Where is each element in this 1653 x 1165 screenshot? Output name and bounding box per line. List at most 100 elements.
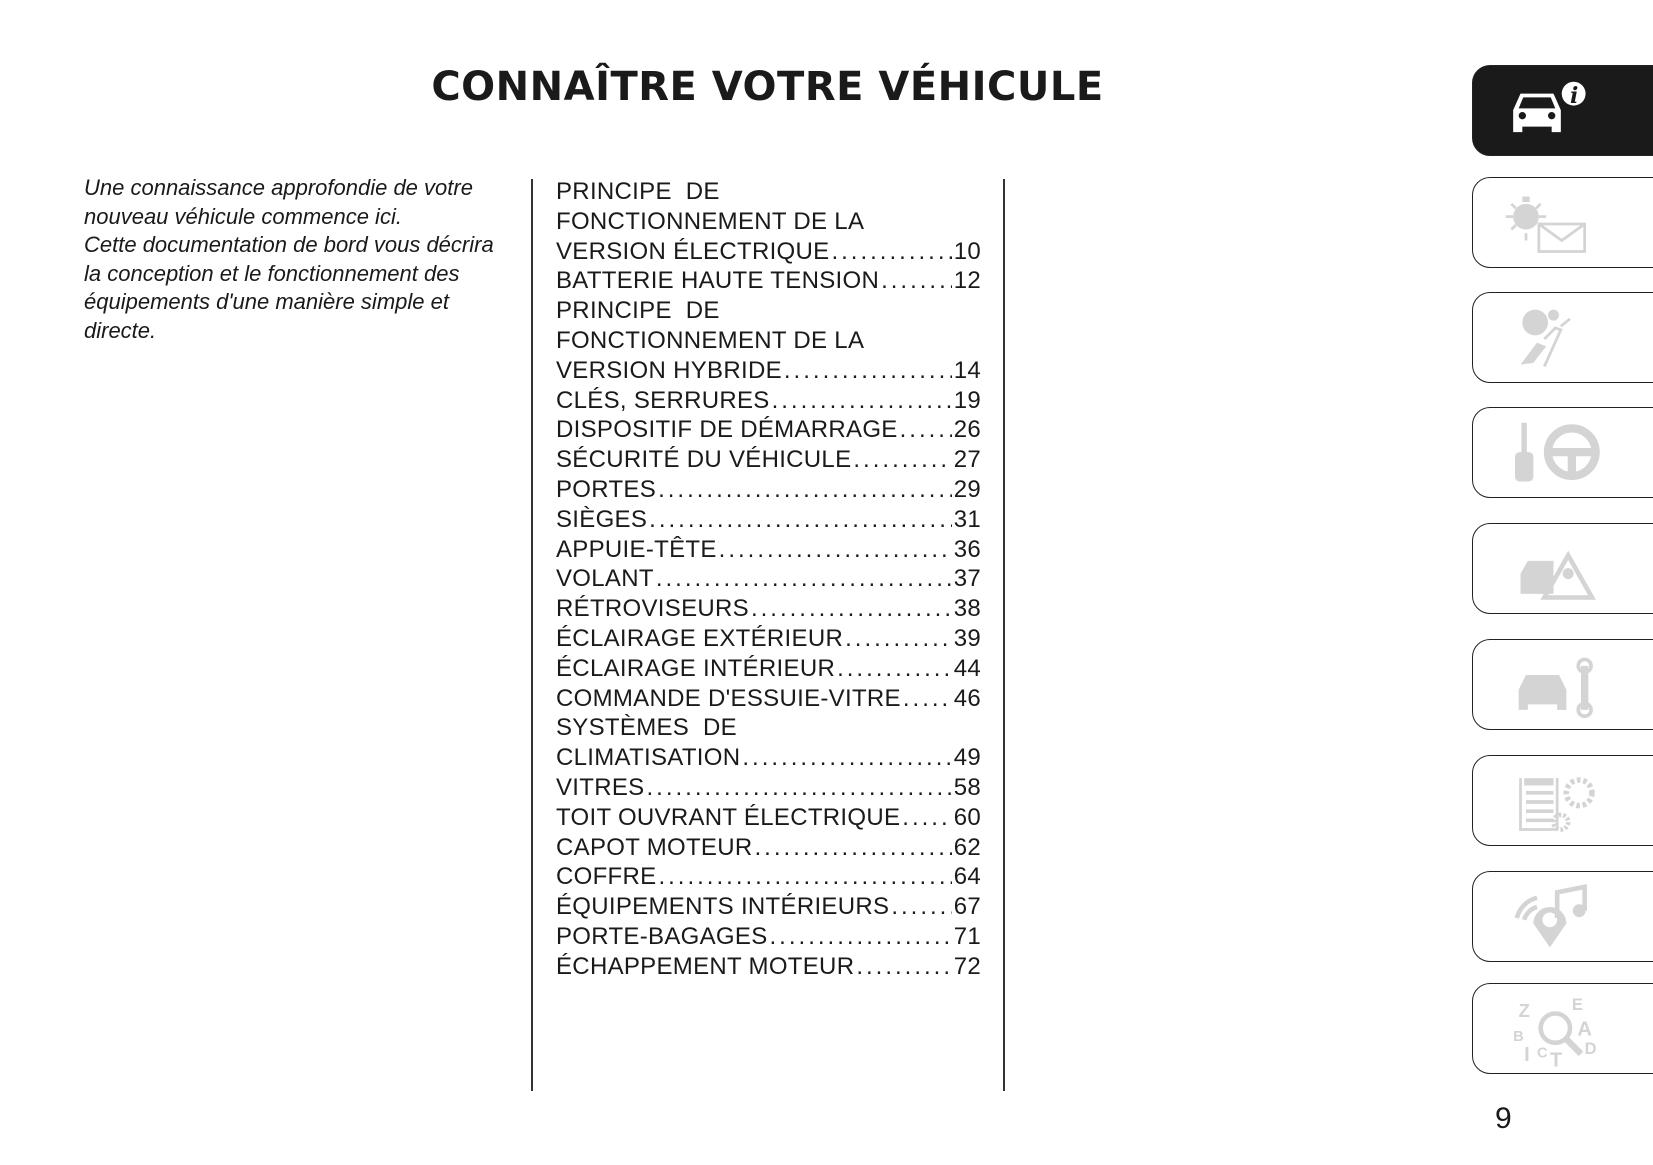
- toc-entry-label: TOIT OUVRANT ÉLECTRIQUE: [556, 803, 901, 831]
- toc-entry[interactable]: ÉCHAPPEMENT MOTEUR 72: [556, 952, 981, 982]
- toc-entry-label: CLÉS, SERRURES: [556, 386, 770, 414]
- dot-leader: [831, 237, 951, 267]
- toc-page-number: 72: [953, 952, 981, 980]
- dot-leader: [772, 386, 952, 416]
- dot-leader: [755, 833, 952, 863]
- warning-light-message-icon: [1505, 196, 1587, 253]
- toc-page-number: 29: [953, 475, 981, 503]
- dot-leader: [853, 445, 951, 475]
- toc-entry-label: SIÈGES: [556, 505, 648, 533]
- car-maintenance-icon: [1518, 657, 1593, 719]
- toc-entry-label: ÉCLAIRAGE INTÉRIEUR: [556, 654, 836, 682]
- toc-entry[interactable]: PRINCIPE DE FONCTIONNEMENT DE LA VERSION É…: [556, 177, 981, 266]
- toc-entry-line: PRINCIPE DE: [556, 178, 720, 205]
- toc-entry[interactable]: ÉCLAIRAGE INTÉRIEUR 44: [556, 654, 981, 684]
- toc-page-number: 27: [953, 446, 981, 474]
- toc-entry-label: SÉCURITÉ DU VÉHICULE: [556, 446, 852, 474]
- toc-page-number: 62: [953, 833, 981, 861]
- toc-page-number: 12: [953, 267, 981, 295]
- svg-text:D: D: [1585, 1040, 1597, 1058]
- toc-entry[interactable]: PORTE-BAGAGES 71: [556, 922, 981, 952]
- dot-leader: [742, 743, 951, 773]
- toc-entry[interactable]: PRINCIPE DE FONCTIONNEMENT DE LA VERSION H…: [556, 296, 981, 385]
- multimedia-icon: [1514, 884, 1587, 948]
- toc-entry-label: CLIMATISATION: [556, 744, 741, 772]
- dot-leader: [649, 505, 952, 535]
- airbag-safety-icon: [1520, 309, 1571, 368]
- chapter-tab-emergency[interactable]: [1472, 523, 1653, 614]
- toc-entry-label: PORTES: [556, 475, 657, 503]
- dot-leader: [658, 475, 952, 505]
- toc-entry[interactable]: TOIT OUVRANT ÉLECTRIQUE 60: [556, 803, 981, 833]
- toc-page-number: 49: [953, 744, 981, 772]
- toc-entry-label: CAPOT MOTEUR: [556, 833, 753, 861]
- toc-entry[interactable]: SIÈGES 31: [556, 505, 981, 535]
- dot-leader: [903, 684, 952, 714]
- svg-text:I: I: [1524, 1044, 1530, 1066]
- table-of-contents: PRINCIPE DE FONCTIONNEMENT DE LA VERSION É…: [556, 177, 981, 982]
- chapter-tab-car-maintenance[interactable]: [1472, 639, 1653, 730]
- toc-entry-label: VERSION HYBRIDE: [556, 356, 782, 384]
- toc-entry[interactable]: COFFRE 64: [556, 862, 981, 892]
- index-search-icon: Z E B A I C T D: [1513, 996, 1597, 1068]
- intro-text: Une connaissance approfondie de votre no…: [84, 174, 504, 346]
- toc-entry-label: COFFRE: [556, 863, 657, 891]
- toc-entry[interactable]: PORTES 29: [556, 475, 981, 505]
- toc-page-number: 37: [953, 565, 981, 593]
- toc-entry[interactable]: VITRES 58: [556, 773, 981, 803]
- chapter-tab-key-steering-wheel[interactable]: [1472, 407, 1653, 498]
- intro-paragraph: Une connaissance approfondie de votre no…: [84, 175, 473, 229]
- toc-page-number: 38: [953, 595, 981, 623]
- svg-text:B: B: [1513, 1029, 1524, 1045]
- toc-entry[interactable]: RÉTROVISEURS 38: [556, 594, 981, 624]
- toc-entry-line: SYSTÈMES DE: [556, 714, 737, 742]
- toc-entry[interactable]: VOLANT 37: [556, 564, 981, 594]
- toc-entry-label: COMMANDE D'ESSUIE-VITRE: [556, 684, 901, 712]
- toc-entry-line: FONCTIONNEMENT DE LA: [556, 207, 865, 235]
- toc-entry[interactable]: APPUIE-TÊTE 36: [556, 535, 981, 565]
- toc-entry[interactable]: DISPOSITIF DE DÉMARRAGE 26: [556, 415, 981, 445]
- column-divider: [531, 179, 533, 1091]
- toc-entry[interactable]: CAPOT MOTEUR 62: [556, 833, 981, 863]
- dot-leader: [658, 862, 951, 892]
- toc-page-number: 44: [953, 654, 981, 682]
- toc-entry[interactable]: ÉQUIPEMENTS INTÉRIEURS 67: [556, 892, 981, 922]
- toc-page-number: 31: [953, 505, 981, 533]
- dot-leader: [881, 266, 952, 296]
- toc-entry[interactable]: SÉCURITÉ DU VÉHICULE 27: [556, 445, 981, 475]
- toc-entry[interactable]: CLÉS, SERRURES 19: [556, 386, 981, 416]
- toc-entry-label: ÉCHAPPEMENT MOTEUR: [556, 952, 855, 980]
- chapter-tab-technical-data[interactable]: [1472, 755, 1653, 846]
- toc-page-number: 58: [953, 773, 981, 801]
- toc-entry-label: DISPOSITIF DE DÉMARRAGE: [556, 416, 898, 444]
- dot-leader: [891, 892, 951, 922]
- dot-leader: [837, 654, 952, 684]
- svg-text:C: C: [1537, 1046, 1548, 1062]
- dot-leader: [902, 803, 951, 833]
- technical-data-icon: [1519, 777, 1595, 832]
- dot-leader: [845, 624, 952, 654]
- toc-entry-line: PRINCIPE DE: [556, 297, 720, 325]
- toc-entry-label: VERSION ÉLECTRIQUE: [556, 237, 830, 265]
- toc-page-number: 46: [953, 684, 981, 712]
- toc-entry[interactable]: ÉCLAIRAGE EXTÉRIEUR 39: [556, 624, 981, 654]
- chapter-tab-car-info[interactable]: i: [1472, 65, 1653, 156]
- dot-leader: [656, 564, 952, 594]
- dot-leader: [719, 535, 952, 565]
- toc-page-number: 19: [953, 386, 981, 414]
- toc-page-number: 60: [953, 803, 981, 831]
- toc-page-number: 67: [953, 893, 981, 921]
- svg-text:i: i: [1570, 83, 1578, 109]
- toc-entry[interactable]: COMMANDE D'ESSUIE-VITRE 46: [556, 684, 981, 714]
- toc-entry-label: ÉCLAIRAGE EXTÉRIEUR: [556, 624, 844, 652]
- page-title: CONNAÎTRE VOTRE VÉHICULE: [431, 64, 1104, 110]
- chapter-tab-multimedia[interactable]: [1472, 871, 1653, 962]
- toc-entry-label: BATTERIE HAUTE TENSION: [556, 267, 880, 295]
- toc-entry-label: VOLANT: [556, 565, 654, 593]
- chapter-tab-warning-light-message[interactable]: [1472, 177, 1653, 268]
- toc-entry[interactable]: BATTERIE HAUTE TENSION 12: [556, 266, 981, 296]
- chapter-tab-airbag-safety[interactable]: [1472, 292, 1653, 383]
- toc-entry-line: FONCTIONNEMENT DE LA: [556, 326, 865, 354]
